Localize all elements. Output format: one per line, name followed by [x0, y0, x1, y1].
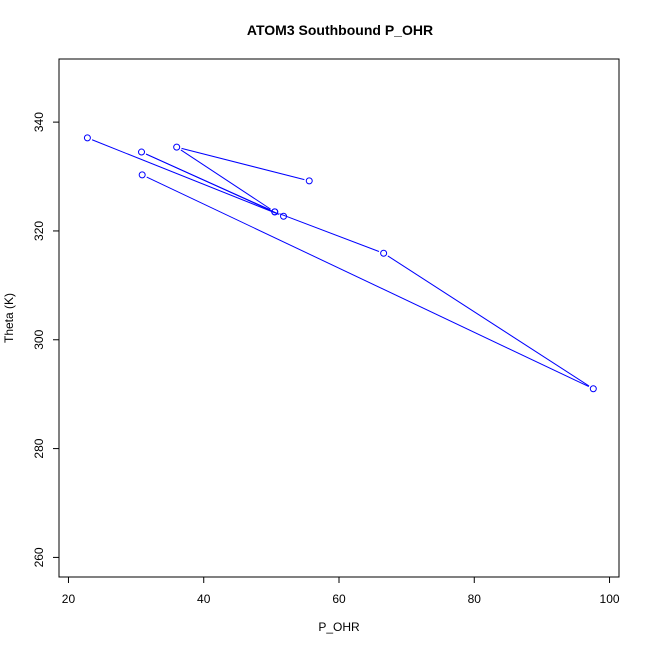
x-tick-label: 80	[468, 592, 482, 606]
series-segment	[279, 213, 380, 252]
series-segment	[145, 153, 271, 211]
x-axis-label: P_OHR	[318, 620, 360, 634]
plot-frame	[58, 58, 620, 578]
series-segment	[387, 255, 590, 387]
y-tick-label: 260	[32, 547, 46, 567]
x-tick-label: 20	[62, 592, 76, 606]
data-point	[138, 171, 146, 179]
y-tick-label: 320	[32, 221, 46, 241]
x-tick-label: 100	[600, 592, 620, 606]
series-layer	[83, 134, 597, 393]
y-tick-label: 300	[32, 329, 46, 349]
y-tick-label: 280	[32, 438, 46, 458]
data-point	[589, 385, 597, 393]
chart-title: ATOM3 Southbound P_OHR	[247, 22, 433, 38]
x-axis: 20 40 60 80 100	[62, 576, 620, 606]
x-tick-label: 60	[332, 592, 346, 606]
x-tick-label: 40	[197, 592, 211, 606]
data-point	[380, 249, 388, 257]
y-axis-label: Theta (K)	[2, 293, 16, 343]
y-axis: 260 280 300 320 340	[32, 112, 60, 567]
series-segment	[91, 139, 280, 215]
data-point	[138, 148, 146, 156]
series-segment	[181, 147, 305, 181]
data-point	[271, 208, 279, 216]
series-segment	[180, 149, 271, 210]
y-tick-label: 340	[32, 112, 46, 132]
series-segment	[146, 176, 589, 388]
data-point	[305, 177, 313, 185]
data-point	[173, 143, 181, 151]
data-point	[83, 134, 91, 142]
